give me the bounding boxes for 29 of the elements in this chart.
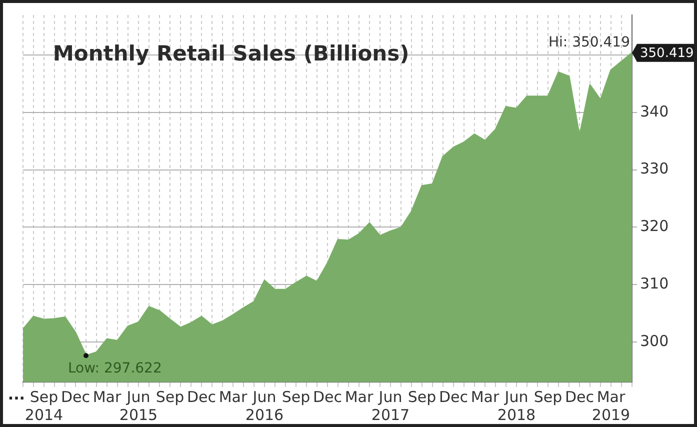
x-tick-label: Sep (282, 388, 310, 406)
x-tick-label: Sep (156, 388, 184, 406)
x-tick-label: Dec (60, 388, 90, 406)
text: 350.419 (640, 46, 694, 62)
x-tick-label: Jun 2017 (371, 388, 410, 424)
x-tick-label: Sep (534, 388, 562, 406)
y-tick-label: 330 (640, 160, 669, 178)
x-tick-label: Sep 2014 (24, 388, 64, 424)
x-tick-label: Mar (470, 388, 500, 406)
x-tick-label: Dec (312, 388, 342, 406)
x-tick-label: Jun 2015 (119, 388, 158, 424)
x-tick-label: Mar (92, 388, 122, 406)
y-tick-label: 300 (640, 332, 669, 350)
text: ... (8, 385, 25, 404)
y-tick-label: 340 (640, 102, 669, 120)
y-tick-label: 320 (640, 217, 669, 236)
x-tick-label: Jun 2018 (497, 388, 536, 424)
x-tick-label: Dec (438, 388, 468, 406)
x-tick-label: Dec (564, 388, 594, 406)
y-tick-label: 310 (640, 274, 669, 292)
annotation: Hi: 350.419 (548, 34, 630, 50)
x-tick-label: Jun 2016 (245, 388, 284, 424)
x-tick-label: Mar 2019 (592, 388, 630, 424)
x-tick-label: Dec (186, 388, 216, 406)
annotation: Low: 297.622 (68, 360, 162, 376)
text: Monthly Retail Sales (Billions) (53, 41, 410, 66)
x-tick-label: Mar (218, 388, 248, 406)
x-tick-label: Sep (408, 388, 436, 406)
x-tick-label: Mar (344, 388, 374, 406)
